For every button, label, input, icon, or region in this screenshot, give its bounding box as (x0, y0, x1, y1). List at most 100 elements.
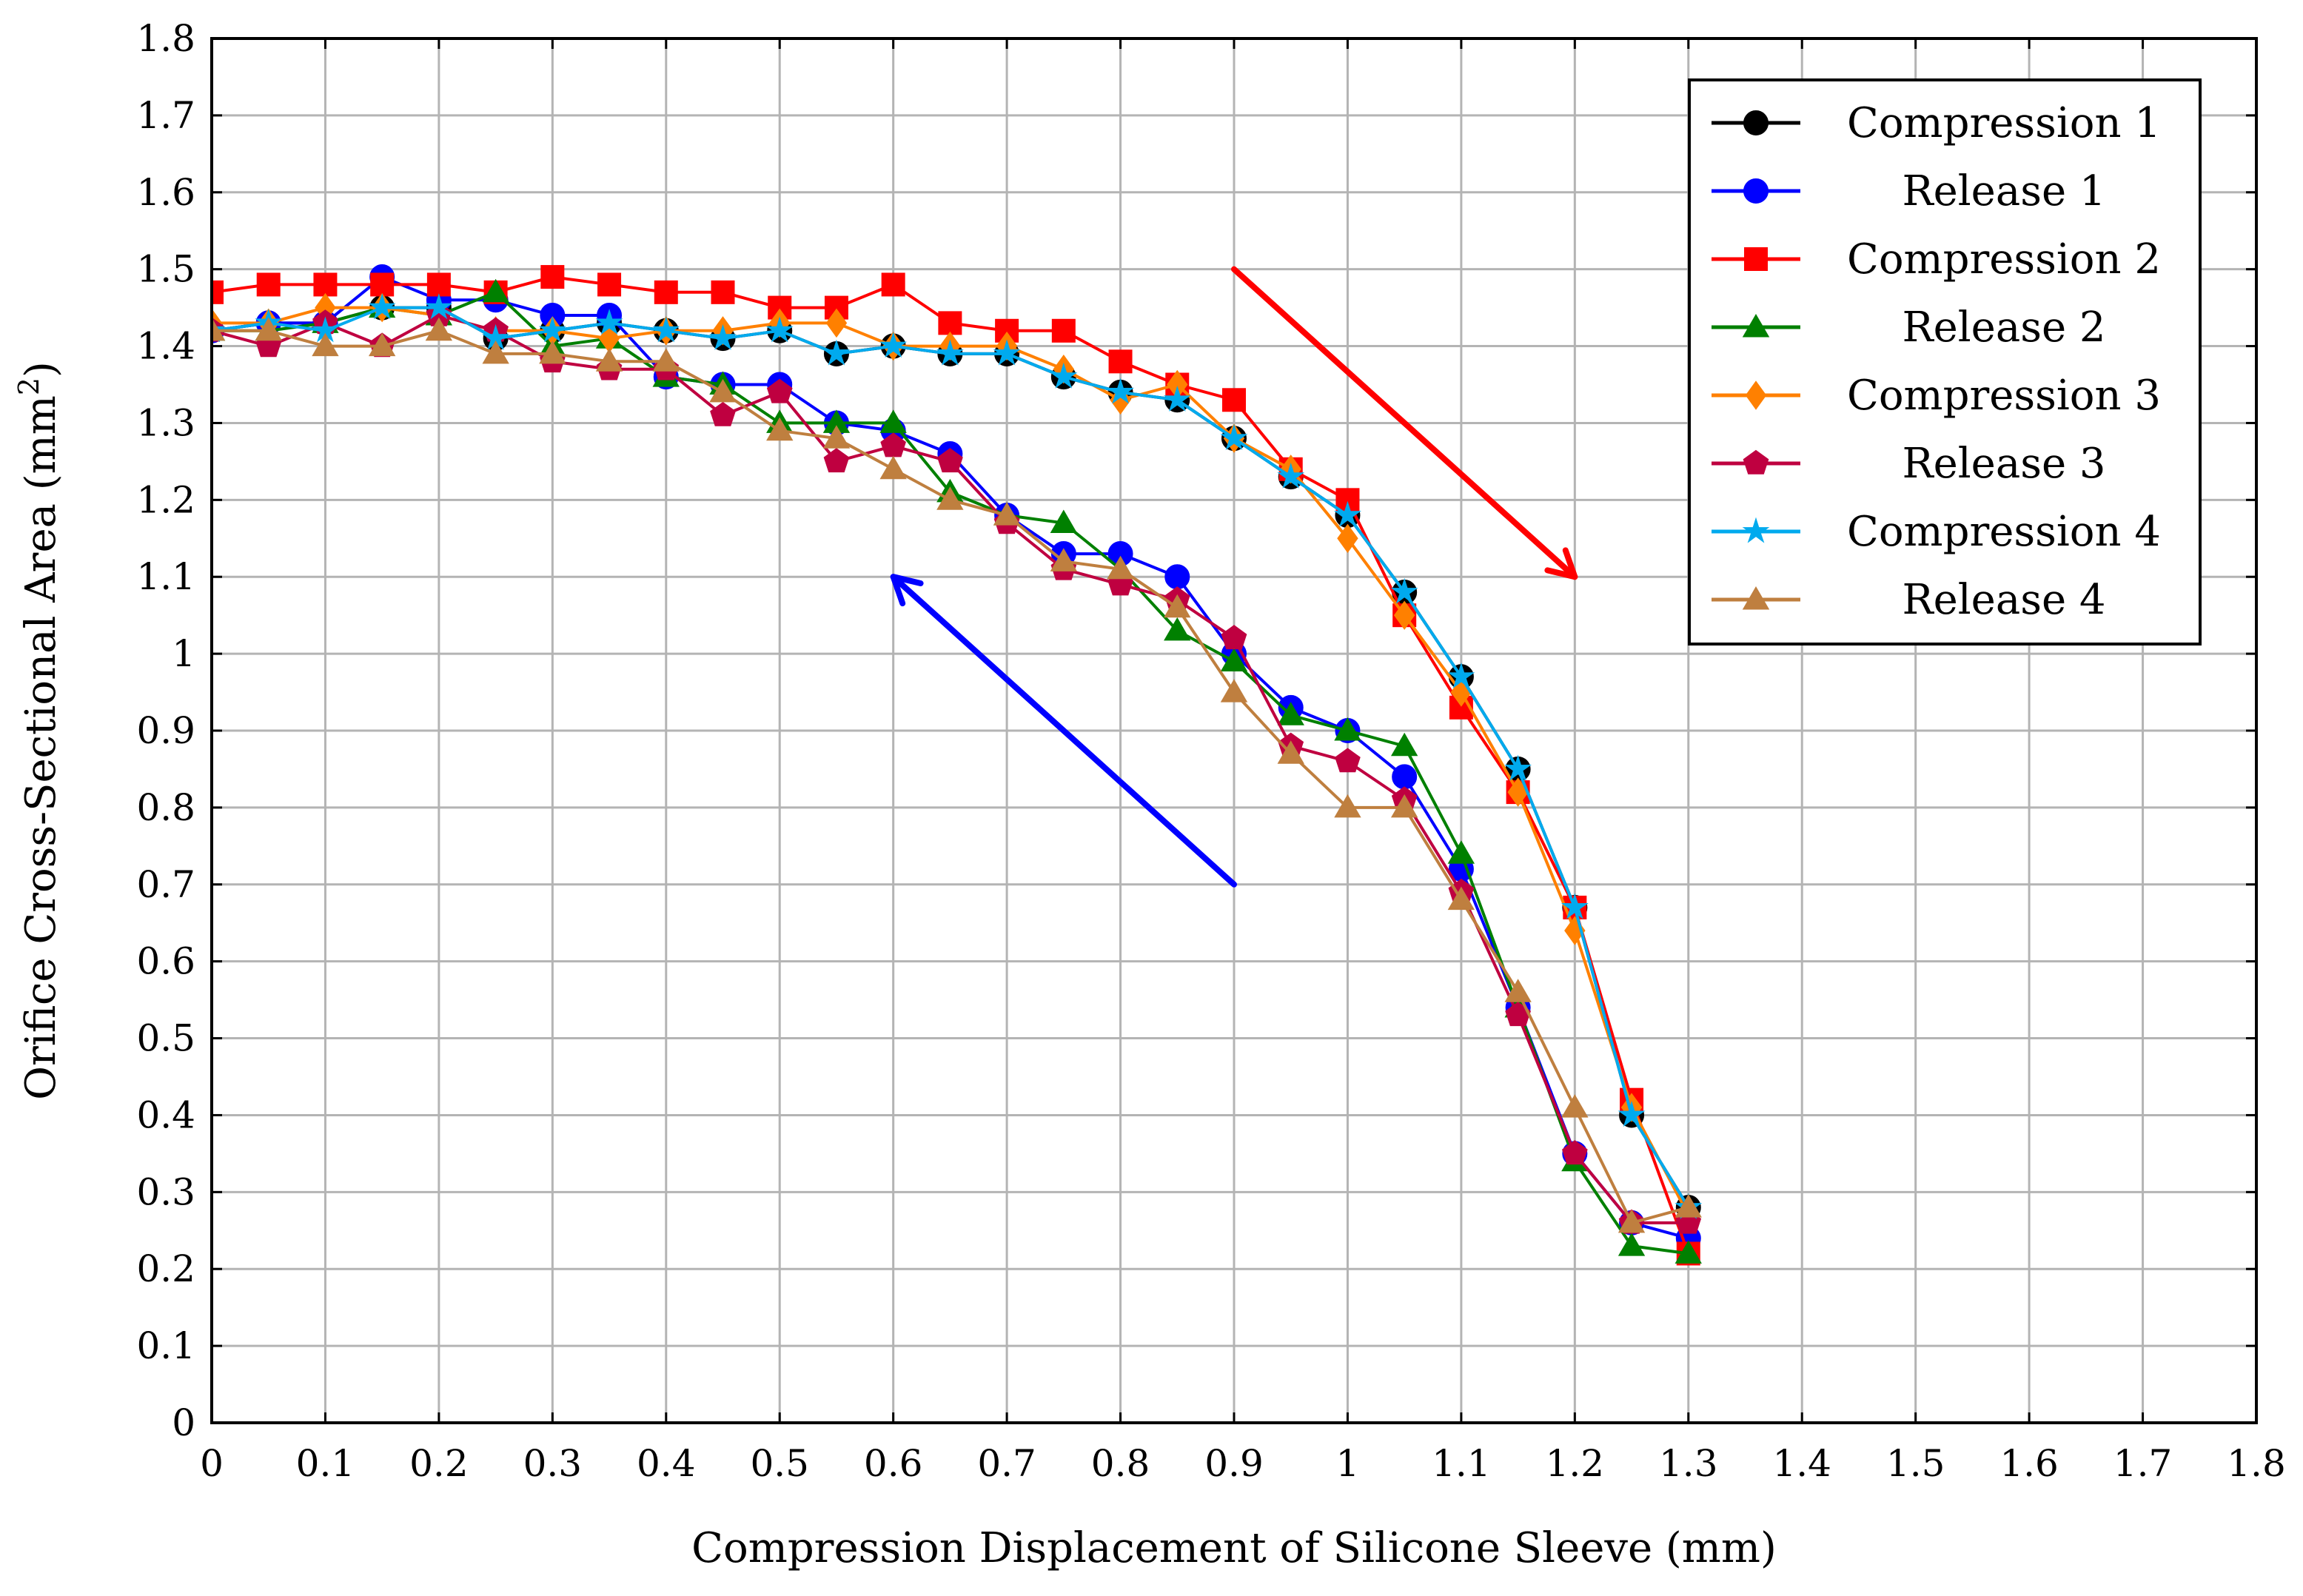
data-point-compression-4 (879, 332, 908, 358)
data-point-release-4 (879, 455, 907, 480)
y-tick-label: 1.5 (136, 248, 195, 291)
data-point-release-4 (1334, 794, 1361, 818)
data-point-compression-2 (1051, 318, 1076, 343)
x-tick-label: 0.5 (750, 1442, 809, 1485)
data-point-release-4 (822, 425, 851, 449)
y-tick-label: 0.2 (136, 1247, 195, 1290)
x-tick-label: 0 (200, 1442, 224, 1485)
series-layer (212, 264, 1703, 1266)
data-point-compression-2 (711, 280, 735, 304)
y-tick-label: 1.4 (136, 325, 195, 368)
data-point-compression-2 (1222, 388, 1246, 412)
legend-entry-release-1: Release 1 (1712, 167, 2106, 215)
data-point-compression-2 (426, 272, 451, 297)
y-tick-label: 1.8 (136, 17, 195, 60)
x-tick-label: 1.6 (1999, 1442, 2059, 1485)
data-point-compression-4 (1107, 378, 1134, 404)
legend-label: Compression 2 (1847, 235, 2161, 284)
data-point-release-4 (1447, 886, 1475, 911)
data-point-compression-2 (313, 272, 338, 297)
y-tick-label: 0.1 (136, 1324, 195, 1367)
data-point-compression-4 (993, 339, 1021, 366)
x-tick-label: 1.5 (1886, 1442, 1945, 1485)
data-point-release-4 (368, 332, 396, 357)
data-point-release-4 (1675, 1194, 1702, 1218)
annotation-arrow (1231, 266, 1578, 580)
legend-entry-release-2: Release 2 (1712, 304, 2106, 352)
legend-marker (1742, 517, 1770, 543)
data-point-release-2 (1220, 648, 1248, 671)
data-point-release-2 (1050, 509, 1078, 533)
data-point-compression-4 (1390, 577, 1418, 604)
x-tick-label: 0.1 (296, 1442, 355, 1485)
annotation-arrow (890, 574, 1237, 888)
data-point-release-2 (1447, 840, 1475, 864)
legend-marker (1745, 380, 1767, 410)
data-point-compression-4 (538, 316, 566, 343)
data-point-release-2 (482, 278, 509, 303)
data-point-release-4 (1220, 679, 1248, 703)
x-tick-label: 0.6 (864, 1442, 923, 1485)
y-tick-label: 0.3 (136, 1170, 195, 1213)
x-tick-label: 0.7 (977, 1442, 1036, 1485)
y-tick-label: 1 (172, 632, 195, 675)
data-point-release-4 (1107, 555, 1134, 580)
x-tick-label: 0.3 (523, 1442, 583, 1485)
data-point-compression-2 (540, 265, 565, 289)
y-tick-label: 0.4 (136, 1093, 195, 1136)
y-tick-label: 1.7 (136, 94, 195, 137)
y-tick-label: 0.6 (136, 940, 195, 983)
data-point-release-4 (482, 340, 509, 364)
arrow-head (890, 574, 924, 607)
legend-label: Compression 4 (1847, 508, 2161, 556)
data-point-release-4 (709, 378, 737, 403)
data-point-release-1 (1392, 764, 1418, 790)
legend-label: Release 2 (1902, 304, 2105, 352)
data-point-compression-3 (1393, 600, 1415, 630)
data-point-compression-4 (1561, 893, 1589, 919)
legend-marker (1743, 110, 1769, 135)
data-point-release-4 (766, 417, 794, 441)
data-point-release-2 (1618, 1233, 1646, 1256)
x-tick-labels: 0 0.1 0.2 0.3 0.4 0.5 0.6 0.7 0.8 0.9 1 1.1 1.2 1.3 1.… (200, 1442, 2286, 1485)
data-point-release-2 (1390, 732, 1418, 757)
data-point-release-4 (652, 348, 680, 372)
x-tick-label: 0.4 (637, 1442, 696, 1485)
data-point-release-4 (425, 317, 453, 341)
data-point-release-4 (255, 317, 282, 341)
legend-entry-release-4: Release 4 (1712, 576, 2106, 624)
arrow-shaft (1231, 266, 1578, 580)
legend-entry-release-3: Release 3 (1712, 440, 2106, 488)
data-point-compression-4 (1504, 754, 1532, 781)
data-point-release-3 (937, 448, 963, 473)
data-point-release-2 (1164, 617, 1191, 641)
data-point-compression-4 (1334, 500, 1361, 527)
data-point-release-3 (766, 378, 793, 403)
data-point-compression-2 (256, 272, 281, 297)
series-line-release-1 (212, 275, 1689, 1240)
data-point-compression-2 (881, 272, 905, 297)
annotations (890, 266, 1578, 888)
series-compression-4 (212, 293, 1703, 1219)
y-tick-label: 0.9 (136, 709, 195, 752)
data-point-release-4 (1561, 1094, 1589, 1118)
data-point-compression-4 (822, 339, 851, 366)
data-point-compression-3 (825, 308, 848, 338)
y-axis-title-main: Orifice Cross-Sectional Area (mm (17, 395, 65, 1100)
legend-marker (1743, 449, 1769, 475)
data-point-compression-4 (1050, 362, 1078, 389)
data-point-compression-4 (1447, 662, 1475, 688)
data-point-release-4 (312, 332, 339, 357)
data-point-compression-2 (938, 311, 962, 335)
data-point-release-2 (1334, 717, 1361, 741)
x-axis-title: Compression Displacement of Silicone Sle… (691, 1524, 1777, 1572)
legend-label: Compression 1 (1847, 99, 2161, 147)
legend-label: Release 1 (1902, 167, 2105, 215)
legend-entry-compression-2: Compression 2 (1712, 235, 2161, 284)
data-point-release-2 (1675, 1240, 1702, 1264)
x-tick-label: 1.2 (1546, 1442, 1605, 1485)
data-point-release-3 (823, 448, 850, 473)
y-axis-title-tail: ) (17, 361, 65, 378)
data-point-release-3 (1335, 748, 1361, 773)
